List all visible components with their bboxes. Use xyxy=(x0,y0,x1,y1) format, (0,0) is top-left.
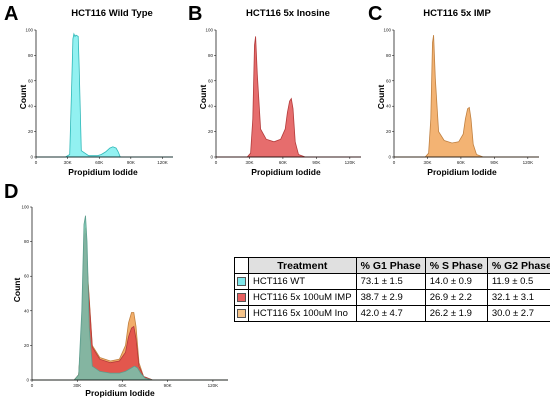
panel-a-letter: A xyxy=(4,3,18,25)
y-tick-label: 60 xyxy=(386,78,392,83)
y-tick-label: 20 xyxy=(208,129,214,134)
row-swatch-cell xyxy=(234,289,249,306)
y-tick-label: 0 xyxy=(388,155,391,160)
y-tick-label: 80 xyxy=(24,239,30,244)
panel-a-ylabel: Count xyxy=(18,85,28,110)
y-tick-label: 0 xyxy=(26,378,29,383)
y-tick-label: 100 xyxy=(205,28,213,33)
table-row: HCT116 WT 73.1 ± 1.5 14.0 ± 0.9 11.9 ± 0… xyxy=(234,273,550,290)
s-cell: 26.9 ± 2.2 xyxy=(424,289,488,306)
panel-c-letter: C xyxy=(368,3,382,25)
panel-d-xlabel: Propidium Iodide xyxy=(85,388,155,398)
x-tick-label: 120K xyxy=(157,160,168,165)
y-tick-label: 100 xyxy=(383,28,391,33)
y-tick-label: 0 xyxy=(210,155,213,160)
panel-b-title: HCT116 5x Inosine xyxy=(246,8,330,19)
panel-b-plot: 0 30K 60K 90K 120K 0 20 40 60 80 100 xyxy=(205,28,361,165)
g2-cell: 30.0 ± 2.7 xyxy=(486,305,550,322)
panel-c-ylabel: Count xyxy=(376,85,386,110)
panel-d-letter: D xyxy=(4,181,18,203)
panel-b-ylabel: Count xyxy=(198,85,208,110)
histogram-series-imp xyxy=(394,35,539,158)
panel-d-ylabel: Count xyxy=(12,278,22,303)
y-tick-label: 40 xyxy=(208,104,214,109)
y-tick-label: 20 xyxy=(386,129,392,134)
x-tick-label: 90K xyxy=(164,383,172,388)
x-tick-label: 120K xyxy=(345,160,356,165)
g2-cell: 32.1 ± 3.1 xyxy=(486,289,550,306)
y-tick-label: 60 xyxy=(208,78,214,83)
s-cell: 14.0 ± 0.9 xyxy=(424,273,488,290)
x-tick-label: 90K xyxy=(127,160,135,165)
y-tick-label: 100 xyxy=(21,205,29,210)
y-tick-label: 80 xyxy=(208,53,214,58)
y-tick-label: 100 xyxy=(25,28,33,33)
y-tick-label: 80 xyxy=(28,53,34,58)
table-row: HCT116 5x 100uM IMP 38.7 ± 2.9 26.9 ± 2.… xyxy=(234,289,550,306)
y-tick-label: 20 xyxy=(28,129,34,134)
treatment-cell: HCT116 5x 100uM Ino xyxy=(248,305,357,322)
y-tick-label: 0 xyxy=(30,155,33,160)
g2-cell: 11.9 ± 0.5 xyxy=(486,273,550,290)
x-tick-label: 60K xyxy=(118,383,126,388)
x-tick-label: 90K xyxy=(312,160,320,165)
row-swatch-cell xyxy=(234,273,249,290)
x-tick-label: 30K xyxy=(245,160,253,165)
g1-cell: 38.7 ± 2.9 xyxy=(355,289,426,306)
x-tick-label: 30K xyxy=(423,160,431,165)
histogram-series-overlay_wt xyxy=(32,215,228,381)
y-tick-label: 60 xyxy=(24,274,30,279)
y-tick-label: 80 xyxy=(386,53,392,58)
x-tick-label: 0 xyxy=(393,160,396,165)
x-tick-label: 30K xyxy=(64,160,72,165)
panel-c-title: HCT116 5x IMP xyxy=(423,8,491,19)
y-tick-label: 40 xyxy=(28,104,34,109)
y-tick-label: 40 xyxy=(24,308,30,313)
g1-cell: 73.1 ± 1.5 xyxy=(355,273,426,290)
histogram-series-inosine xyxy=(32,232,228,381)
panel-d-plot: 0 30K 60K 90K 120K 0 20 40 60 80 100 xyxy=(21,205,228,388)
y-tick-label: 20 xyxy=(24,343,30,348)
results-table: Treatment % G1 Phase % S Phase % G2 Phas… xyxy=(234,257,550,322)
table-header-row: Treatment % G1 Phase % S Phase % G2 Phas… xyxy=(234,257,550,274)
x-tick-label: 0 xyxy=(215,160,218,165)
panel-c-plot: 0 30K 60K 90K 120K 0 20 40 60 80 100 xyxy=(383,28,539,165)
histogram-series-wt xyxy=(36,32,173,158)
x-tick-label: 90K xyxy=(490,160,498,165)
treatment-cell: HCT116 5x 100uM IMP xyxy=(248,289,357,306)
header-s: % S Phase xyxy=(424,257,488,274)
panel-a-title: HCT116 Wild Type xyxy=(71,8,153,19)
x-tick-label: 30K xyxy=(73,383,81,388)
swatch-header xyxy=(234,257,249,274)
header-g2: % G2 Phase xyxy=(486,257,550,274)
treatment-cell: HCT116 WT xyxy=(248,273,357,290)
y-tick-label: 40 xyxy=(386,104,392,109)
panel-c-xlabel: Propidium Iodide xyxy=(427,167,497,177)
x-tick-label: 120K xyxy=(208,383,219,388)
table-row: HCT116 5x 100uM Ino 42.0 ± 4.7 26.2 ± 1.… xyxy=(234,305,550,322)
panel-b-letter: B xyxy=(188,3,202,25)
color-swatch xyxy=(237,276,246,286)
x-tick-label: 60K xyxy=(279,160,287,165)
panel-b-xlabel: Propidium Iodide xyxy=(251,167,321,177)
color-swatch xyxy=(237,292,246,302)
axis-lines xyxy=(35,30,173,158)
g1-cell: 42.0 ± 4.7 xyxy=(355,305,426,322)
color-swatch xyxy=(237,308,246,318)
panel-a-plot: 0 30K 60K 90K 120K 0 20 40 60 80 100 xyxy=(25,28,173,165)
header-treatment: Treatment xyxy=(248,257,357,274)
x-tick-label: 0 xyxy=(31,383,34,388)
x-tick-label: 60K xyxy=(457,160,465,165)
header-g1: % G1 Phase xyxy=(355,257,426,274)
histogram-series-inosine xyxy=(216,36,361,158)
row-swatch-cell xyxy=(234,305,249,322)
x-tick-label: 60K xyxy=(95,160,103,165)
panel-a-xlabel: Propidium Iodide xyxy=(68,167,138,177)
y-tick-label: 60 xyxy=(28,78,34,83)
s-cell: 26.2 ± 1.9 xyxy=(424,305,488,322)
x-tick-label: 0 xyxy=(35,160,38,165)
x-tick-label: 120K xyxy=(523,160,534,165)
